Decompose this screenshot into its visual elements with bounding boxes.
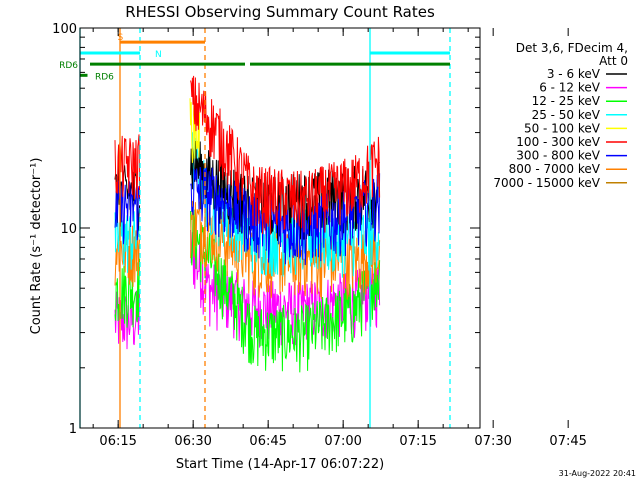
flag-label-2: RD6 (59, 61, 78, 71)
y-axis-label: Count Rate (s⁻¹ detector⁻¹) (29, 158, 44, 335)
legend-label-6: 300 - 800 keV (516, 149, 600, 163)
legend-label-7: 800 - 7000 keV (509, 162, 601, 176)
series-800_7000keV-line-1 (190, 200, 381, 300)
series-25_50keV-line-0 (114, 206, 141, 273)
x-axis-label: Start Time (14-Apr-17 06:07:22) (176, 457, 384, 472)
x-tick-label-5: 07:30 (474, 434, 511, 449)
legend-label-0: 3 - 6 keV (547, 67, 601, 81)
flag-label-3: RD6 (95, 72, 114, 82)
x-tick-label-4: 07:15 (399, 434, 436, 449)
series-12_25keV-line-1 (190, 208, 381, 373)
data-layer (114, 75, 381, 373)
axes-layer: 06:15 06:30 06:45 07:00 07:15 07:30 07:45 1 10 10… (52, 22, 587, 449)
series-100_300keV-line-0 (114, 134, 141, 199)
legend-label-2: 12 - 25 keV (532, 94, 601, 108)
legend-label-8: 7000 - 15000 keV (493, 176, 600, 190)
x-tick-label-6: 07:45 (549, 434, 586, 449)
y-tick-label-0: 1 (69, 422, 77, 437)
x-tick-label-2: 06:45 (249, 434, 286, 449)
series-100_300keV-line-1 (190, 75, 381, 235)
flag-label-1: N (155, 50, 162, 60)
x-tick-label-1: 06:30 (174, 434, 211, 449)
series-12_25keV-line-0 (114, 258, 141, 328)
legend-header-line-1: Att 0 (599, 54, 628, 68)
legend-label-5: 100 - 300 keV (516, 135, 600, 149)
y-tick-label-1: 10 (60, 222, 77, 237)
series-300_800keV-line-1 (190, 167, 381, 266)
flags-layer: S N RD6 RD6 (59, 28, 451, 428)
y-tick-label-2: 100 (52, 22, 77, 37)
flag-label-0: S (118, 33, 124, 43)
legend-label-4: 50 - 100 keV (524, 121, 601, 135)
series-300_800keV-line-0 (114, 178, 141, 245)
legend-header-line-0: Det 3,6, FDecim 4, (516, 41, 628, 55)
footer-timestamp: 31-Aug-2022 20:41 (559, 469, 636, 478)
x-tick-label-0: 06:15 (99, 434, 136, 449)
chart-title: RHESSI Observing Summary Count Rates (125, 3, 435, 21)
x-tick-label-3: 07:00 (324, 434, 361, 449)
series-50_100keV-line-0 (189, 97, 201, 163)
legend-label-1: 6 - 12 keV (539, 81, 601, 95)
legend-label-3: 25 - 50 keV (532, 108, 601, 122)
